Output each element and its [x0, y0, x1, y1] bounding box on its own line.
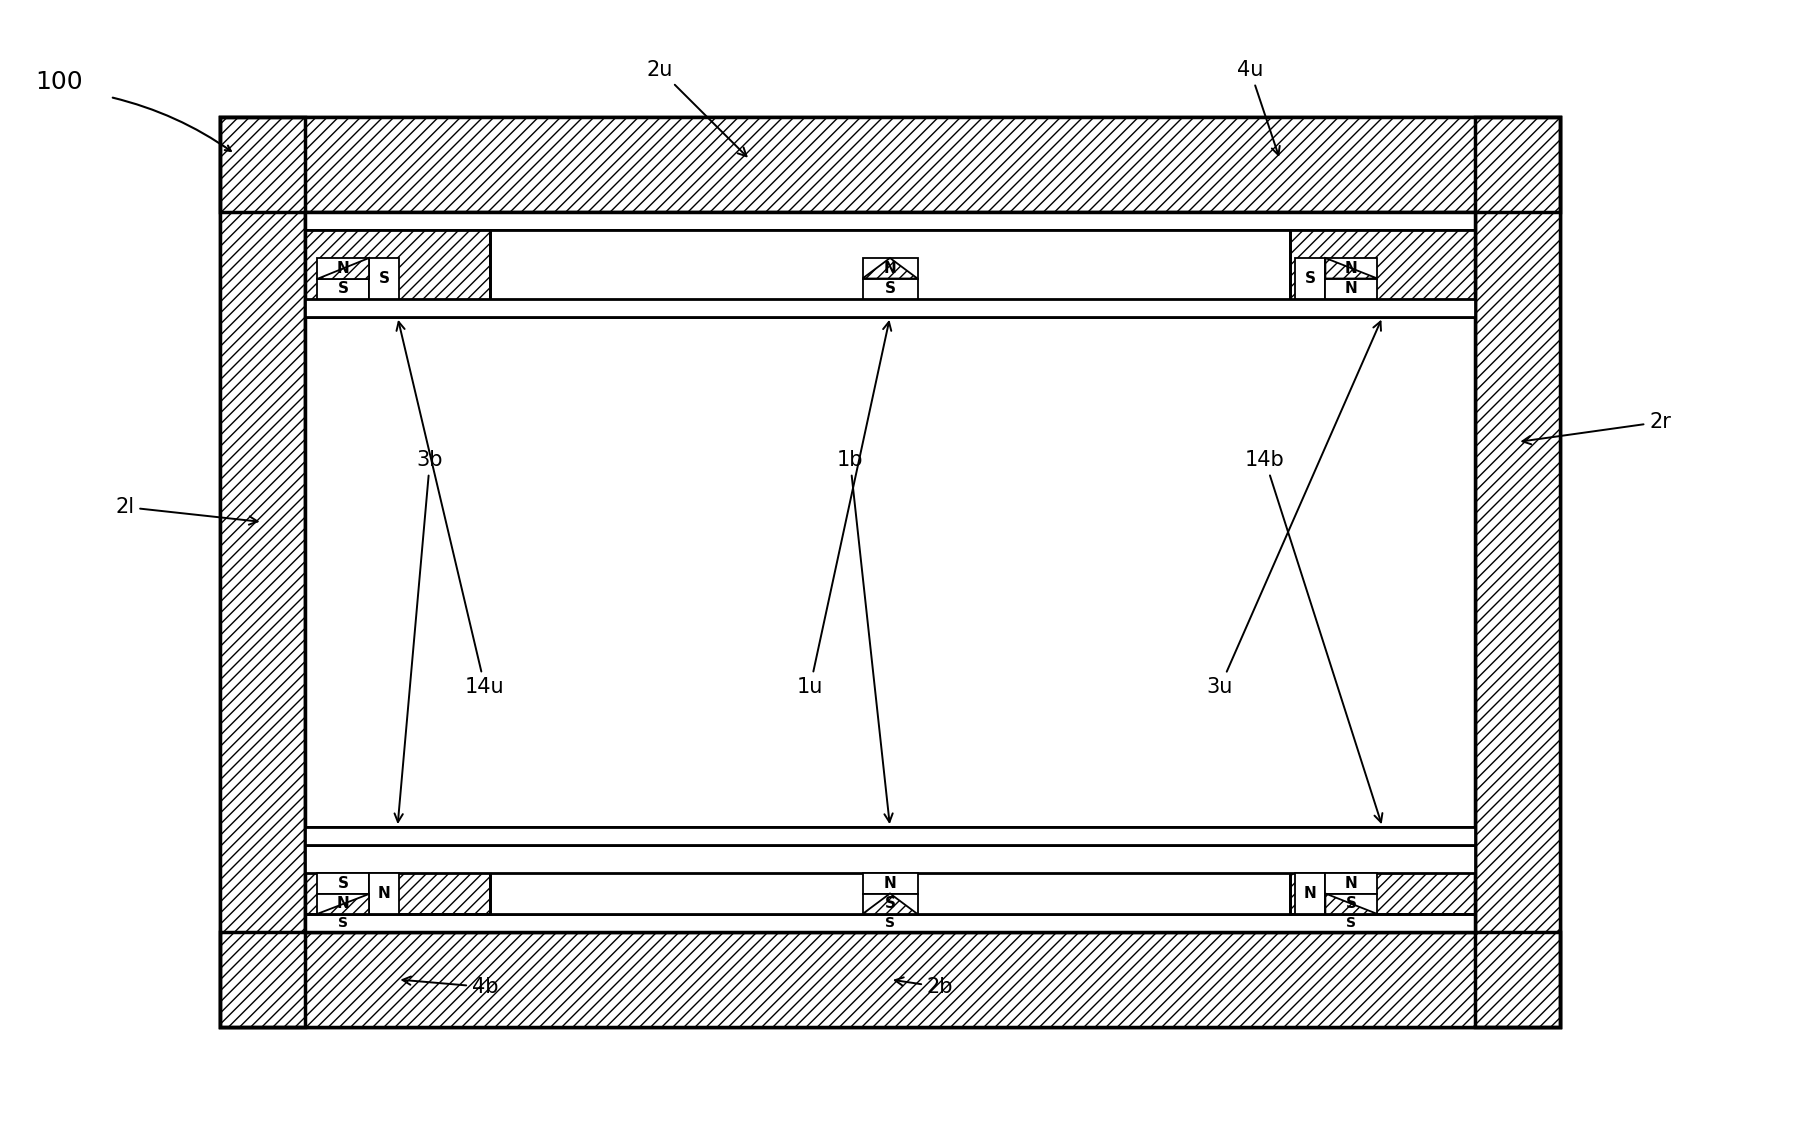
Bar — [1476, 116, 1560, 1027]
Bar — [1290, 827, 1476, 914]
Bar — [862, 872, 918, 893]
Text: 14u: 14u — [397, 322, 505, 697]
Bar — [1326, 258, 1378, 279]
Text: 2r: 2r — [1523, 412, 1671, 444]
Bar — [491, 827, 1290, 914]
Bar — [220, 116, 305, 1027]
Text: N: N — [377, 886, 391, 901]
Text: 2u: 2u — [648, 61, 747, 156]
Bar — [862, 279, 918, 299]
Text: N: N — [1346, 260, 1358, 275]
Bar — [862, 258, 918, 279]
Polygon shape — [1326, 893, 1378, 914]
Bar — [1295, 258, 1326, 299]
Bar — [305, 914, 1476, 932]
Text: S: S — [337, 916, 348, 930]
Bar — [1476, 116, 1560, 1027]
Bar — [862, 893, 918, 914]
Bar — [305, 230, 491, 317]
Bar — [491, 230, 1290, 317]
Text: 100: 100 — [34, 70, 83, 94]
Text: S: S — [1304, 271, 1315, 286]
Bar — [305, 845, 1476, 872]
Text: N: N — [884, 876, 897, 891]
Bar — [1290, 827, 1476, 914]
Text: 4b: 4b — [402, 976, 498, 997]
Bar — [370, 258, 399, 299]
Text: 3u: 3u — [1207, 322, 1382, 697]
Bar — [318, 279, 370, 299]
Text: 3b: 3b — [395, 450, 444, 822]
Bar — [220, 116, 1560, 1027]
Bar — [305, 230, 1476, 258]
Bar — [318, 872, 370, 893]
Bar — [1290, 230, 1476, 317]
Text: N: N — [1346, 281, 1358, 296]
Text: S: S — [884, 281, 895, 296]
Bar — [305, 230, 491, 317]
Polygon shape — [862, 258, 918, 279]
Bar — [220, 932, 1560, 1027]
Bar — [305, 827, 1476, 845]
Text: S: S — [1346, 916, 1357, 930]
Bar — [305, 299, 1476, 317]
Bar — [220, 116, 305, 1027]
Text: 1b: 1b — [837, 450, 893, 822]
Polygon shape — [862, 893, 918, 914]
Text: 2b: 2b — [895, 978, 953, 997]
Polygon shape — [318, 893, 370, 914]
Bar — [1290, 230, 1476, 317]
Text: N: N — [1346, 876, 1358, 891]
Bar — [220, 932, 1560, 1027]
Bar — [370, 872, 399, 914]
Text: S: S — [379, 271, 390, 286]
Bar — [305, 827, 491, 914]
Text: 1u: 1u — [797, 322, 891, 697]
Bar — [1295, 872, 1326, 914]
Text: S: S — [337, 876, 348, 891]
Text: N: N — [1304, 886, 1317, 901]
Bar — [318, 893, 370, 914]
Text: S: S — [886, 916, 895, 930]
Text: N: N — [337, 260, 350, 275]
Bar — [305, 212, 1476, 932]
Bar — [220, 116, 1560, 212]
Bar — [318, 258, 370, 279]
Text: 2l: 2l — [115, 497, 258, 524]
Text: N: N — [337, 896, 350, 911]
Text: N: N — [884, 260, 897, 275]
Bar — [1326, 893, 1378, 914]
Text: S: S — [1346, 896, 1357, 911]
Bar — [305, 827, 491, 914]
Polygon shape — [1326, 258, 1378, 279]
Text: S: S — [884, 896, 895, 911]
Bar — [305, 212, 1476, 230]
Bar — [1326, 872, 1378, 893]
Bar — [220, 116, 1560, 212]
Polygon shape — [318, 258, 370, 279]
Text: 4u: 4u — [1238, 61, 1279, 155]
Text: S: S — [337, 281, 348, 296]
Text: 14b: 14b — [1245, 450, 1382, 822]
Bar — [1326, 279, 1378, 299]
